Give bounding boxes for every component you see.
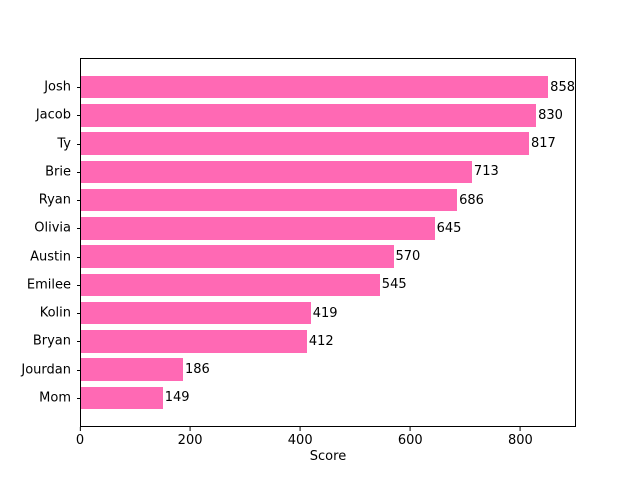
- x-tick: 800: [508, 427, 533, 447]
- y-tick-mark: [77, 200, 81, 202]
- bar: [81, 245, 394, 268]
- y-tick-mark: [77, 369, 81, 371]
- y-tick-mark: [77, 143, 81, 145]
- bar: [81, 330, 307, 353]
- bar: [81, 386, 163, 410]
- bar-value-label: 830: [538, 107, 563, 123]
- bar: [81, 301, 311, 325]
- y-tick-label: Ty: [57, 136, 71, 152]
- x-tick-mark: [409, 427, 411, 431]
- x-tick: 600: [398, 427, 423, 447]
- bar-value-label: 858: [550, 79, 575, 95]
- bar: [81, 132, 529, 155]
- bar-row: Mom 149: [39, 384, 575, 412]
- bar-row: Jacob 830: [36, 101, 575, 129]
- x-tick-label: 600: [397, 433, 423, 448]
- plot-area: Josh 858 Jacob 830 Ty 817 Brie 713 Ryan 686 Olivia…: [21, 58, 576, 427]
- bar-row: Ryan 686: [39, 186, 575, 214]
- bar-value-label: 412: [308, 333, 334, 349]
- y-tick-label: Austin: [30, 249, 71, 265]
- y-tick-label: Kolin: [39, 305, 71, 321]
- bar-value-label: 149: [164, 390, 190, 406]
- bar: [81, 188, 458, 212]
- x-tick: 0: [76, 427, 84, 447]
- bar-value-label: 545: [381, 277, 407, 293]
- x-tick: 200: [178, 427, 203, 447]
- bar-row: Bryan 412: [33, 327, 575, 355]
- x-axis: 0 200 400 600 800: [76, 427, 576, 449]
- bar-row: Austin 570: [30, 243, 575, 271]
- x-tick-label: 0: [75, 433, 85, 448]
- y-tick-label: Bryan: [32, 333, 71, 349]
- bar-value-label: 686: [459, 192, 484, 208]
- y-tick-label: Jourdan: [21, 362, 71, 378]
- bar-value-label: 419: [312, 305, 338, 321]
- bar-value-label: 713: [473, 164, 499, 180]
- bar-value-label: 570: [395, 249, 421, 265]
- y-tick-mark: [77, 341, 81, 343]
- y-tick-mark: [77, 171, 81, 173]
- x-tick-label: 400: [287, 433, 313, 448]
- y-tick-mark: [77, 256, 81, 258]
- bar-row: Brie 713: [45, 158, 575, 186]
- bar-row: Olivia 645: [34, 214, 575, 242]
- y-tick-label: Jacob: [35, 107, 71, 123]
- y-tick-mark: [77, 284, 81, 286]
- y-tick-label: Josh: [44, 79, 71, 95]
- y-tick-mark: [77, 397, 81, 399]
- x-tick-mark: [299, 427, 301, 431]
- y-tick-label: Ryan: [38, 192, 71, 208]
- y-tick-mark: [77, 87, 81, 89]
- y-tick-label: Brie: [45, 164, 71, 180]
- y-tick-mark: [77, 228, 81, 230]
- y-tick-label: Emilee: [26, 277, 71, 293]
- bar-row: Josh 858: [44, 73, 575, 101]
- y-tick-label: Olivia: [34, 220, 71, 236]
- x-tick-mark: [79, 427, 81, 431]
- x-tick-mark: [189, 427, 191, 431]
- x-tick: 400: [288, 427, 313, 447]
- bar-row: Kolin 419: [40, 299, 575, 327]
- bar: [81, 160, 472, 184]
- bar: [81, 75, 549, 99]
- y-tick-label: Mom: [39, 390, 71, 406]
- x-tick-label: 800: [507, 433, 533, 448]
- x-tick-label: 200: [177, 433, 203, 448]
- x-axis-label: Score: [309, 449, 347, 464]
- bar-value-label: 186: [184, 362, 210, 378]
- y-tick-mark: [77, 313, 81, 315]
- bar-value-label: 645: [436, 220, 462, 236]
- bar: [81, 358, 183, 381]
- bar: [81, 273, 380, 297]
- bar-row: Ty 817: [57, 130, 575, 158]
- bar: [81, 104, 537, 127]
- bar-row: Jourdan 186: [21, 356, 575, 384]
- bar-row: Emilee 545: [27, 271, 575, 299]
- bar-value-label: 817: [530, 136, 556, 152]
- bar: [81, 217, 435, 240]
- y-tick-mark: [77, 115, 81, 117]
- x-tick-mark: [519, 427, 521, 431]
- bars-container: Josh 858 Jacob 830 Ty 817 Brie 713 Ryan 686 Olivia…: [21, 59, 575, 426]
